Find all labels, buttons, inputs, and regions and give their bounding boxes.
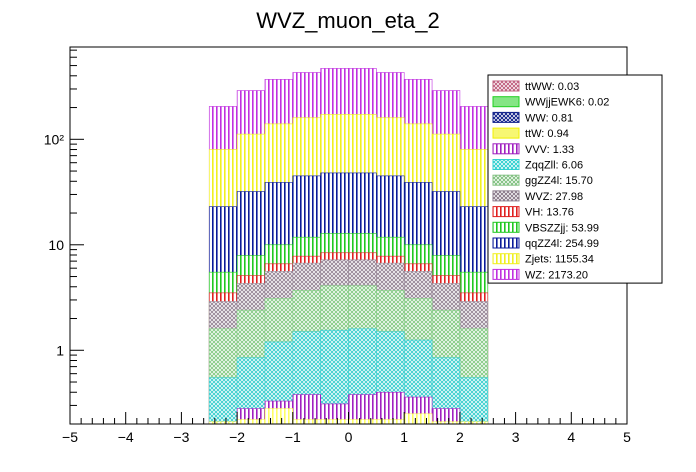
- x-tick-label: −2: [229, 429, 245, 445]
- legend-swatch: [492, 268, 520, 280]
- x-tick-label: −1: [285, 429, 301, 445]
- legend-swatch: [492, 253, 520, 265]
- legend-entry-label: ZqqZll: 6.06: [525, 160, 583, 172]
- legend-entry-label: VBSZZjj: 53.99: [525, 222, 599, 234]
- bar-zqqzll-bin-9: [459, 377, 489, 425]
- bar-ttw-bin-1: [236, 419, 266, 425]
- bar-ttw-bin-3: [292, 419, 321, 425]
- x-tick-label: 3: [512, 429, 520, 445]
- legend-swatch: [492, 159, 520, 170]
- bar-zqqzll-bin-0: [208, 377, 238, 425]
- legend-swatch: [492, 237, 520, 249]
- legend-entry-label: WW: 0.81: [525, 112, 573, 124]
- bar-ttw-bin-5: [348, 419, 377, 425]
- legend-swatch: [492, 80, 520, 92]
- legend-entry-label: qqZZ4l: 254.99: [525, 238, 599, 250]
- legend-entry-label: VH: 13.76: [525, 207, 574, 219]
- bar-ttw-bin-4: [320, 419, 349, 425]
- bar-ttw-bin-6: [376, 419, 405, 425]
- legend-entry-label: ttWW: 0.03: [525, 81, 579, 93]
- bar-ttw-bin-7: [403, 413, 433, 425]
- legend-entry-label: VVV: 1.33: [525, 144, 574, 156]
- x-tick-label: −4: [118, 429, 134, 445]
- legend-swatch: [492, 206, 520, 218]
- axes: −5 −4 −3 −2 −1 0 1 2 3 4 5 1 10 10²: [44, 49, 631, 445]
- x-tick-label: 1: [400, 429, 408, 445]
- y-tick-label: 10²: [44, 131, 65, 147]
- y-tick-label: 10: [48, 237, 64, 253]
- x-tick-label: 0: [345, 429, 353, 445]
- x-tick-label: −5: [62, 429, 78, 445]
- legend-swatch: [492, 221, 520, 233]
- legend-entry-label: ggZZ4l: 15.70: [525, 175, 593, 187]
- y-tick-label: 1: [56, 342, 64, 358]
- chart-title: WVZ_muon_eta_2: [256, 8, 439, 33]
- legend-swatch: [492, 96, 520, 108]
- legend-entry-label: WWjjEWK6: 0.02: [525, 97, 609, 109]
- bar-vvv-bin-6: [376, 391, 405, 425]
- legend: ttWW: 0.03 WWjjEWK6: 0.02 WW: 0.81 ttW: 0.9…: [487, 74, 663, 284]
- bar-ttw-bin-2: [264, 408, 294, 425]
- stacked-bars: [208, 68, 489, 425]
- legend-entry-label: Zjets: 1155.34: [525, 254, 594, 266]
- legend-entry-label: WZ: 2173.20: [525, 269, 588, 281]
- legend-entry-label: ttW: 0.94: [525, 128, 569, 140]
- legend-entry-label: WVZ: 27.98: [525, 191, 583, 203]
- x-tick-label: 2: [456, 429, 464, 445]
- legend-swatch: [492, 174, 520, 186]
- legend-swatch: [492, 190, 520, 202]
- x-tick-label: −3: [173, 429, 189, 445]
- legend-swatch: [492, 111, 520, 123]
- x-tick-label: 5: [623, 429, 631, 445]
- legend-swatch: [492, 143, 520, 155]
- legend-swatch: [492, 127, 520, 139]
- bar-vvv-bin-5: [348, 394, 377, 425]
- x-tick-label: 4: [567, 429, 575, 445]
